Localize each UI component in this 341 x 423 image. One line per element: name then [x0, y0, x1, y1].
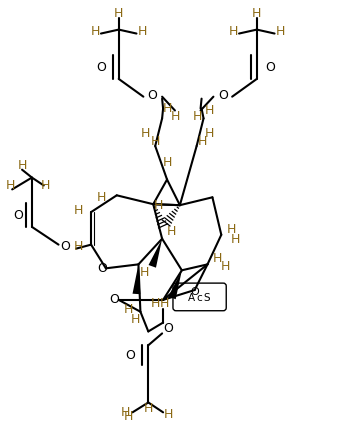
FancyBboxPatch shape: [173, 283, 226, 311]
Text: H: H: [205, 126, 214, 140]
Text: A: A: [188, 293, 195, 303]
Text: H: H: [140, 126, 150, 140]
Text: H: H: [221, 260, 230, 273]
Text: H: H: [41, 179, 50, 192]
Text: H: H: [121, 406, 130, 419]
Text: H: H: [5, 179, 15, 192]
Text: H: H: [159, 297, 169, 310]
Text: H: H: [226, 223, 236, 236]
Text: H: H: [231, 233, 240, 246]
Text: O: O: [125, 349, 135, 362]
Text: O: O: [109, 294, 119, 306]
Text: H: H: [228, 25, 238, 38]
Text: H: H: [166, 225, 176, 238]
Polygon shape: [149, 239, 162, 268]
Text: H: H: [162, 156, 172, 169]
Text: H: H: [74, 240, 83, 253]
Text: O: O: [96, 60, 106, 74]
Text: S: S: [203, 293, 210, 303]
Text: O: O: [60, 240, 70, 253]
Text: c: c: [197, 293, 203, 303]
Text: H: H: [96, 191, 106, 204]
Text: H: H: [90, 25, 100, 38]
Text: H: H: [162, 102, 172, 115]
Text: H: H: [163, 408, 173, 421]
Text: H: H: [17, 159, 27, 172]
Text: O: O: [13, 209, 23, 222]
Text: O: O: [163, 322, 173, 335]
Text: H: H: [140, 266, 149, 279]
Text: H: H: [124, 410, 133, 423]
Text: H: H: [114, 7, 123, 20]
Text: H: H: [124, 303, 133, 316]
Text: H: H: [150, 135, 160, 148]
Text: H: H: [150, 297, 160, 310]
Polygon shape: [133, 264, 140, 294]
Text: O: O: [190, 287, 199, 297]
Text: H: H: [205, 104, 214, 117]
Text: O: O: [97, 262, 107, 275]
Text: O: O: [147, 89, 157, 102]
Text: O: O: [266, 60, 276, 74]
Text: O: O: [218, 89, 228, 102]
Text: H: H: [213, 252, 222, 265]
Polygon shape: [168, 270, 182, 299]
Text: H: H: [144, 402, 153, 415]
Text: H: H: [170, 110, 180, 123]
Text: H: H: [138, 25, 147, 38]
Text: H: H: [198, 135, 207, 148]
Text: H: H: [193, 110, 202, 123]
Text: H: H: [252, 7, 262, 20]
Text: H: H: [74, 203, 83, 217]
Text: H: H: [153, 199, 163, 212]
Text: H: H: [131, 313, 140, 326]
Text: H: H: [276, 25, 285, 38]
